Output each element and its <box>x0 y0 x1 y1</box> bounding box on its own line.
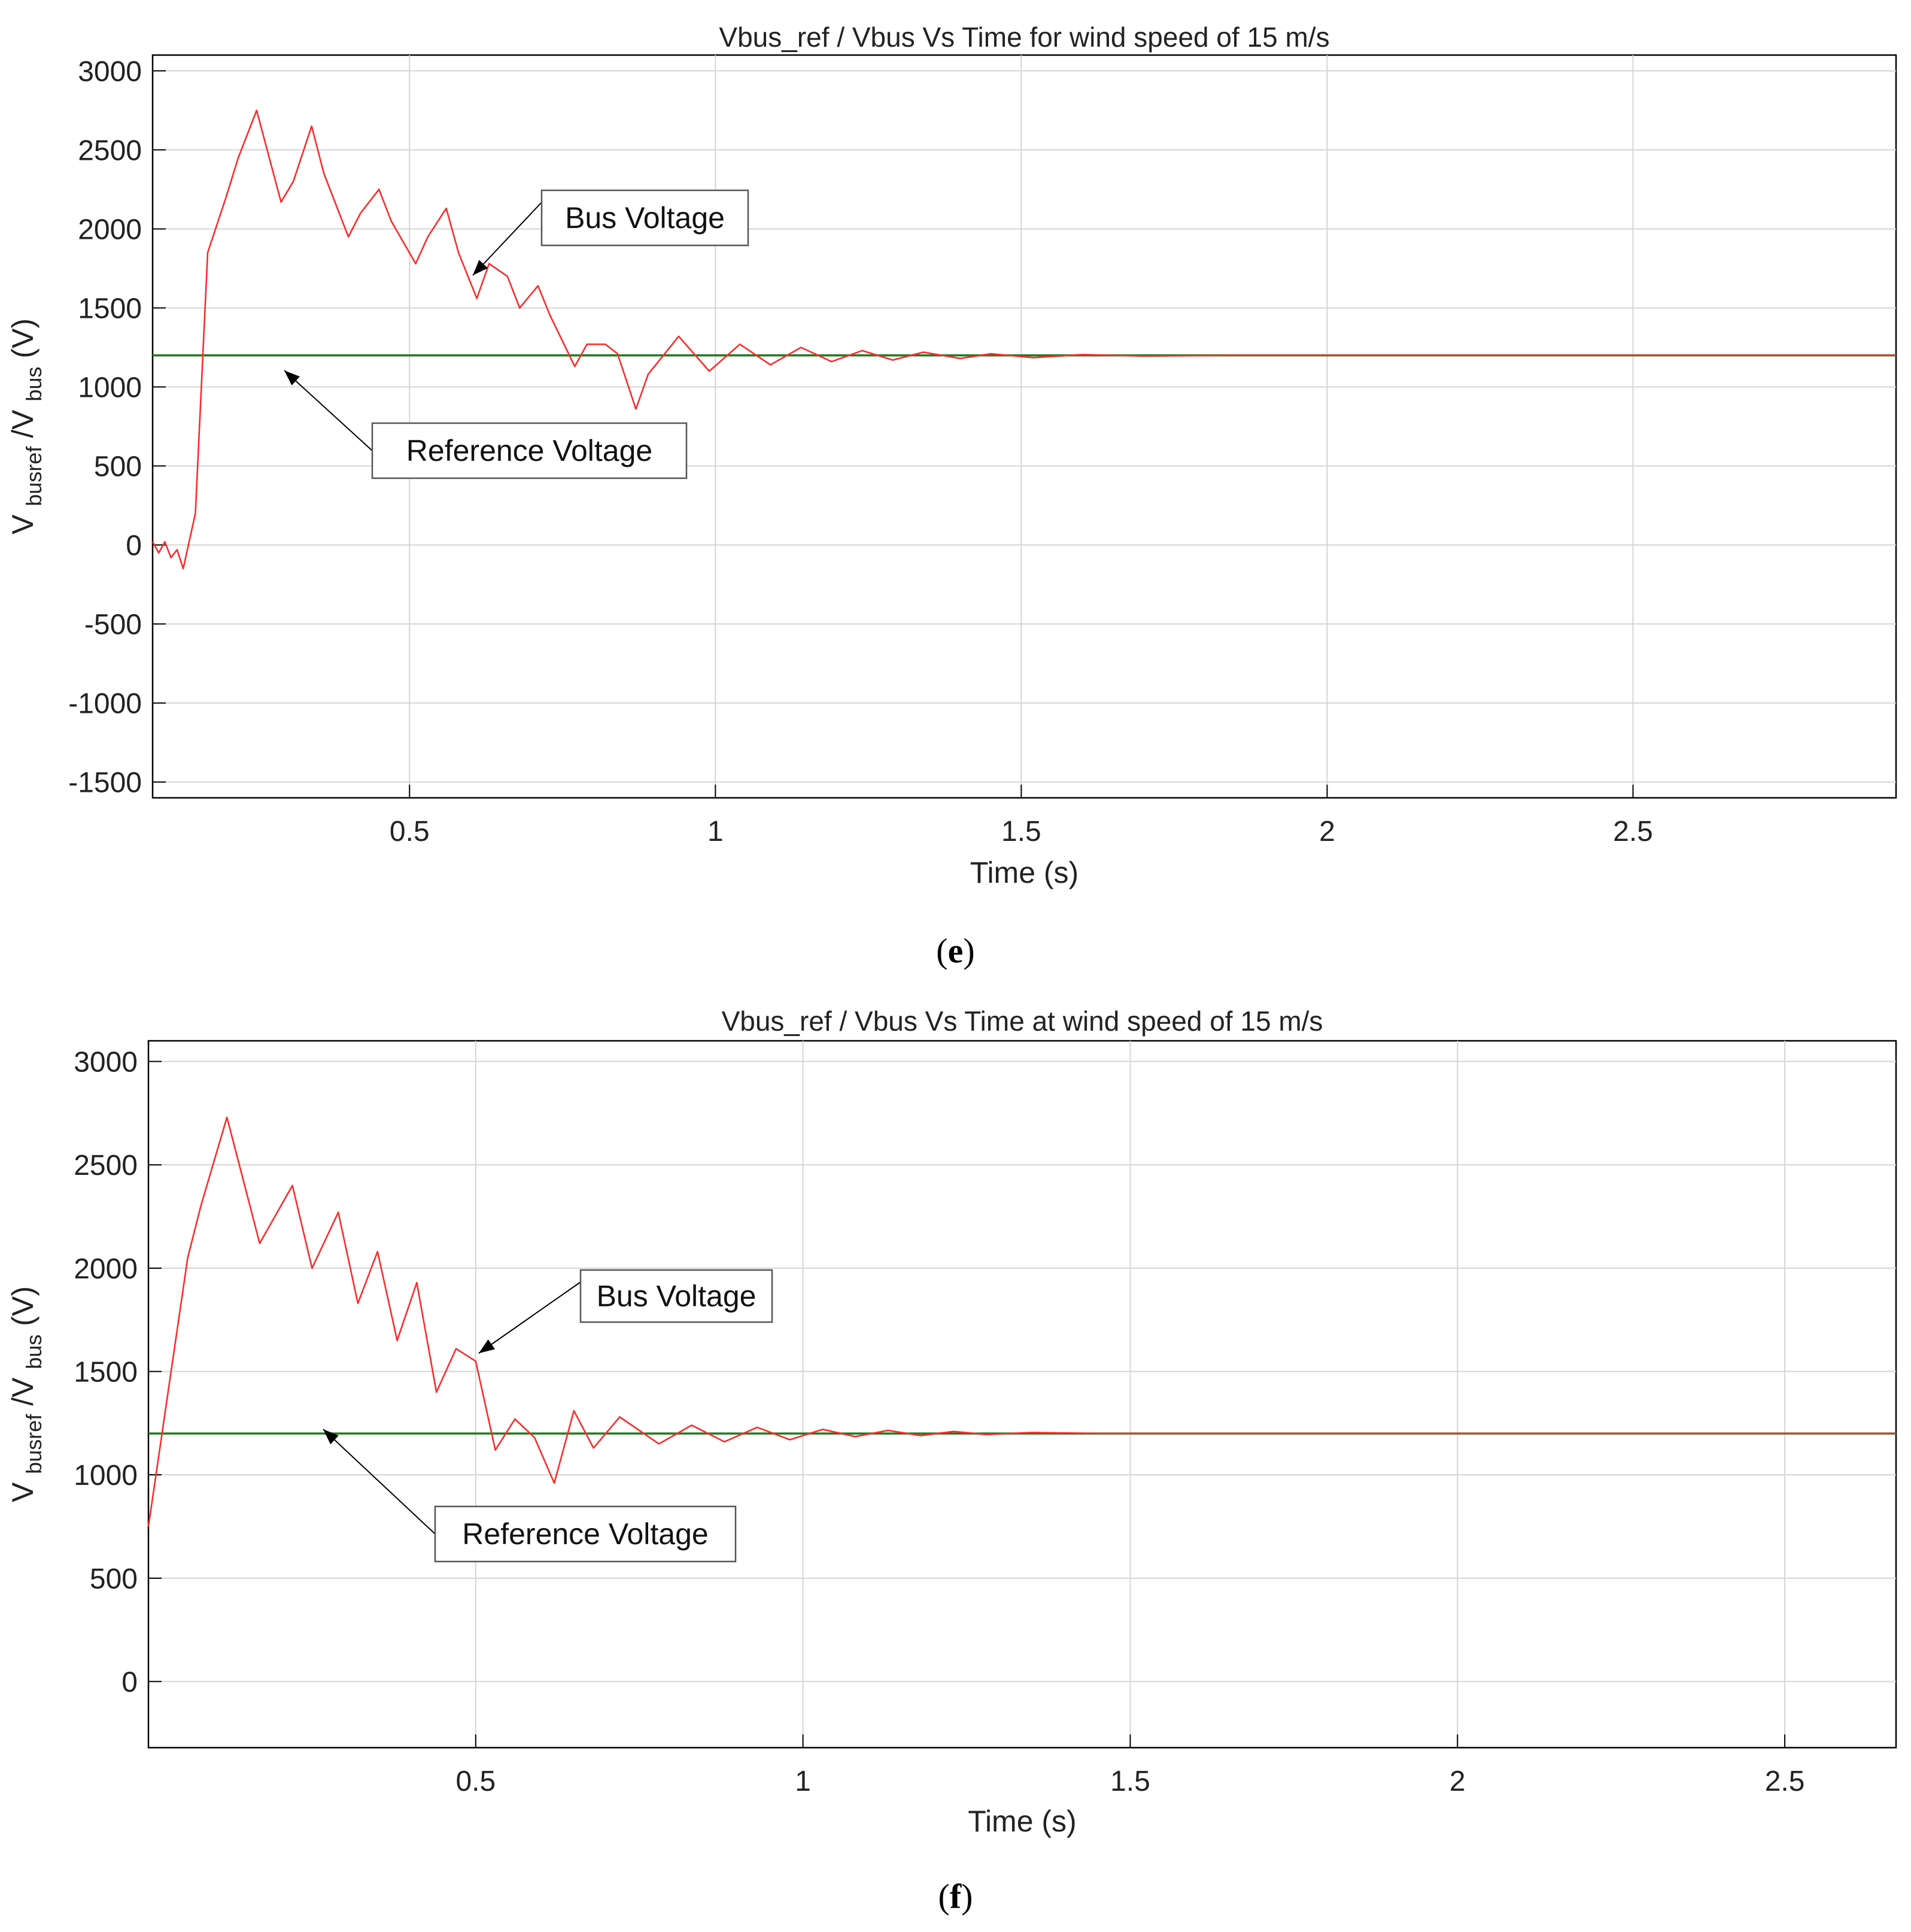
annotation-box <box>371 422 688 479</box>
y-axis-ticks: 0 500 1000 1500 2000 2500 3000 <box>74 1047 162 1698</box>
x-tick-label: 1.5 <box>1110 1766 1150 1797</box>
y-tick-label: -1500 <box>68 767 142 799</box>
annotation-arrow <box>323 1429 436 1535</box>
chart-panel-e: -1500 -1000 -500 0 500 1000 1500 2000 2500 3000 0… <box>6 22 1897 889</box>
y-tick-label: 1000 <box>74 1460 138 1491</box>
annotation-arrow <box>284 370 373 451</box>
series-layer <box>151 110 1896 570</box>
annotation-layer: Bus Voltage Reference Voltage <box>323 1269 773 1563</box>
annotation-layer: Bus Voltage Reference Voltage <box>284 189 749 479</box>
y-label-mid: /V <box>6 409 40 438</box>
y-label-base: V <box>6 1482 40 1502</box>
grid <box>148 1041 1896 1748</box>
x-tick-label: 2 <box>1450 1766 1466 1797</box>
y-label-sub2: bus <box>22 1335 46 1369</box>
annotation-text: Bus Voltage <box>597 1280 756 1313</box>
series-bus-voltage <box>147 1116 1896 1527</box>
annotation-box <box>434 1505 737 1563</box>
annotation-box <box>579 1269 773 1323</box>
y-axis-label: V busref /V bus (V) <box>6 318 48 534</box>
y-axis-ticks: -1500 -1000 -500 0 500 1000 1500 2000 2500 3000 <box>68 56 166 799</box>
y-label-tail: (V) <box>6 1286 40 1326</box>
y-axis-label: V busref /V bus (V) <box>6 1286 48 1502</box>
chart-panel-f: 0 500 1000 1500 2000 2500 3000 0.5 1 1.5 2 2.5 Bus… <box>6 1006 1897 1838</box>
annotation-box <box>540 189 749 247</box>
x-axis-ticks: 0.5 1 1.5 2 2.5 <box>455 1734 1804 1797</box>
y-tick-label: -1000 <box>68 688 142 720</box>
annotation-arrowhead <box>323 1429 339 1445</box>
y-label-tail: (V) <box>6 318 40 359</box>
y-tick-label: 0 <box>126 530 142 562</box>
y-tick-label: 2500 <box>78 135 142 166</box>
x-tick-label: 0.5 <box>455 1766 496 1797</box>
x-axis-label: Time (s) <box>968 1805 1076 1838</box>
x-tick-label: 0.5 <box>390 816 430 847</box>
series-layer <box>147 1116 1896 1527</box>
x-tick-label: 1.5 <box>1001 816 1041 847</box>
y-tick-label: 2000 <box>74 1253 138 1285</box>
y-tick-label: 1000 <box>78 372 142 403</box>
panel-caption-e: (e) <box>936 931 975 970</box>
y-tick-label: 0 <box>121 1666 138 1698</box>
annotation-text: Reference Voltage <box>406 434 652 467</box>
x-tick-label: 2.5 <box>1613 816 1653 847</box>
annotation-text: Reference Voltage <box>462 1517 708 1551</box>
annotation-arrow <box>472 202 542 276</box>
panel-caption-f: (f) <box>938 1877 973 1916</box>
annotation-arrowhead <box>473 260 488 275</box>
annotation-arrowhead <box>479 1339 496 1353</box>
y-tick-label: 1500 <box>78 293 142 324</box>
y-tick-label: 500 <box>90 1563 138 1595</box>
y-label-sub1: busref <box>22 1414 46 1474</box>
y-tick-label: 2000 <box>78 214 142 245</box>
x-axis-label: Time (s) <box>970 856 1078 889</box>
caption-letter: f <box>949 1877 962 1916</box>
chart-title: Vbus_ref / Vbus Vs Time for wind speed o… <box>719 22 1329 53</box>
y-label-base: V <box>6 514 40 534</box>
plot-area <box>147 1040 1897 1749</box>
y-tick-label: 3000 <box>78 56 142 87</box>
x-tick-label: 2 <box>1319 816 1335 847</box>
caption-letter: e <box>947 931 964 970</box>
y-tick-label: 3000 <box>74 1047 138 1079</box>
series-bus-voltage <box>151 110 1896 570</box>
annotation-text: Bus Voltage <box>565 201 725 235</box>
x-tick-label: 1 <box>795 1766 811 1797</box>
y-label-sub2: bus <box>22 367 46 402</box>
x-tick-label: 2.5 <box>1765 1766 1805 1797</box>
annotation-arrow <box>478 1281 581 1354</box>
y-tick-label: 1500 <box>74 1357 138 1389</box>
x-tick-label: 1 <box>707 816 724 847</box>
y-tick-label: -500 <box>84 609 142 641</box>
chart-title: Vbus_ref / Vbus Vs Time at wind speed of… <box>722 1006 1323 1037</box>
y-tick-label: 2500 <box>74 1150 138 1181</box>
grid <box>153 55 1896 798</box>
x-axis-ticks: 0.5 1 1.5 2 2.5 <box>390 785 1653 847</box>
y-label-mid: /V <box>6 1377 40 1406</box>
y-label-sub1: busref <box>22 446 46 506</box>
annotation-arrowhead <box>284 370 300 385</box>
y-tick-label: 500 <box>94 451 142 483</box>
